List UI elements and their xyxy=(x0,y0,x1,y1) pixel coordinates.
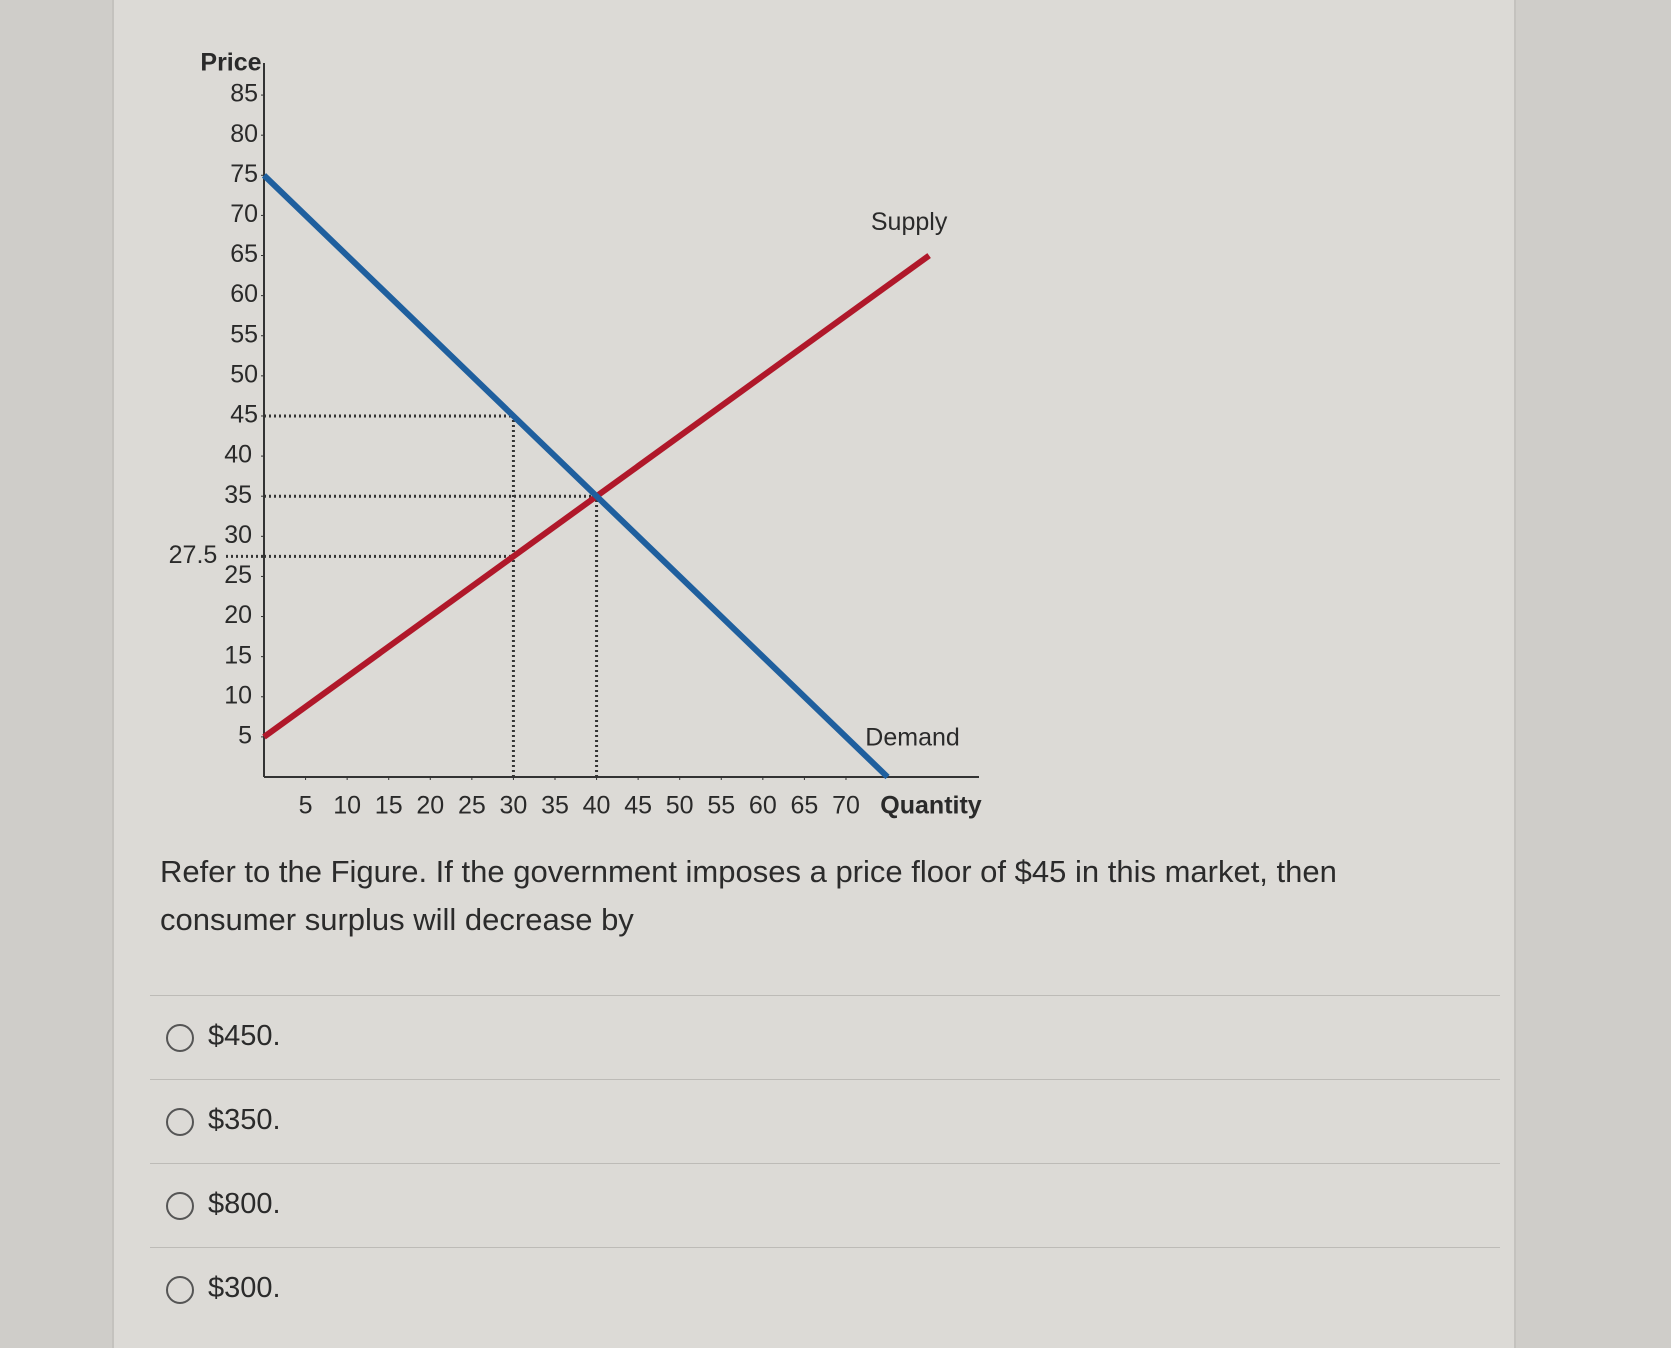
x-tick-label: 60 xyxy=(749,792,777,820)
x-tick-label: 65 xyxy=(791,792,819,820)
y-axis-label: Price xyxy=(200,49,261,77)
y-tick-label: 25 xyxy=(224,561,252,589)
y-tick-label: 80 xyxy=(230,120,258,148)
x-tick-label: 30 xyxy=(500,792,528,820)
x-tick-label: 25 xyxy=(458,792,486,820)
option-label[interactable]: $300. xyxy=(208,1272,281,1304)
y-tick-label: 75 xyxy=(230,160,258,188)
annotation-tick-label: 27.5 xyxy=(169,541,218,569)
option-label[interactable]: $450. xyxy=(208,1020,281,1052)
option[interactable]: $350. xyxy=(150,1079,1500,1164)
radio-button[interactable] xyxy=(166,1276,194,1304)
y-tick-label: 45 xyxy=(230,401,258,429)
y-tick-label: 40 xyxy=(224,441,252,469)
y-tick-label: 5 xyxy=(238,721,252,749)
x-tick-label: 45 xyxy=(624,792,652,820)
option[interactable]: $800. xyxy=(150,1163,1500,1248)
question: Refer to the Figure. If the government i… xyxy=(160,854,1337,937)
x-tick-label: 15 xyxy=(375,792,403,820)
y-tick-label: 55 xyxy=(230,320,258,348)
y-tick-label: 50 xyxy=(230,360,258,388)
radio-button[interactable] xyxy=(166,1108,194,1136)
y-tick-label: 70 xyxy=(230,200,258,228)
series-label: Supply xyxy=(871,208,948,236)
option-label[interactable]: $350. xyxy=(208,1104,281,1136)
x-tick-label: 5 xyxy=(299,792,313,820)
y-tick-label: 85 xyxy=(230,80,258,108)
series-line xyxy=(261,173,890,780)
x-tick-label: 10 xyxy=(333,792,361,820)
x-tick-label: 40 xyxy=(583,792,611,820)
series-label: Demand xyxy=(865,724,960,752)
x-tick-label: 55 xyxy=(707,792,735,820)
y-tick-label: 20 xyxy=(224,601,252,629)
x-tick-label: 70 xyxy=(832,792,860,820)
chart: Price Quantity 5 10 15 20 25 30 35 40 45 50 55 60 65… xyxy=(169,49,982,820)
x-axis-label: Quantity xyxy=(880,792,981,820)
y-tick-label: 15 xyxy=(224,641,252,669)
y-tick-label: 65 xyxy=(230,240,258,268)
x-tick-label: 50 xyxy=(666,792,694,820)
y-tick-label: 10 xyxy=(224,681,252,709)
option-label[interactable]: $800. xyxy=(208,1188,281,1220)
x-tick-label: 35 xyxy=(541,792,569,820)
y-tick-label: 35 xyxy=(224,481,252,509)
y-tick-label: 30 xyxy=(224,521,252,549)
option[interactable]: $300. xyxy=(150,1247,1500,1332)
radio-button[interactable] xyxy=(166,1024,194,1052)
option[interactable]: $450. xyxy=(150,995,1500,1080)
y-tick-label: 60 xyxy=(230,280,258,308)
radio-button[interactable] xyxy=(166,1192,194,1220)
x-tick-label: 20 xyxy=(416,792,444,820)
